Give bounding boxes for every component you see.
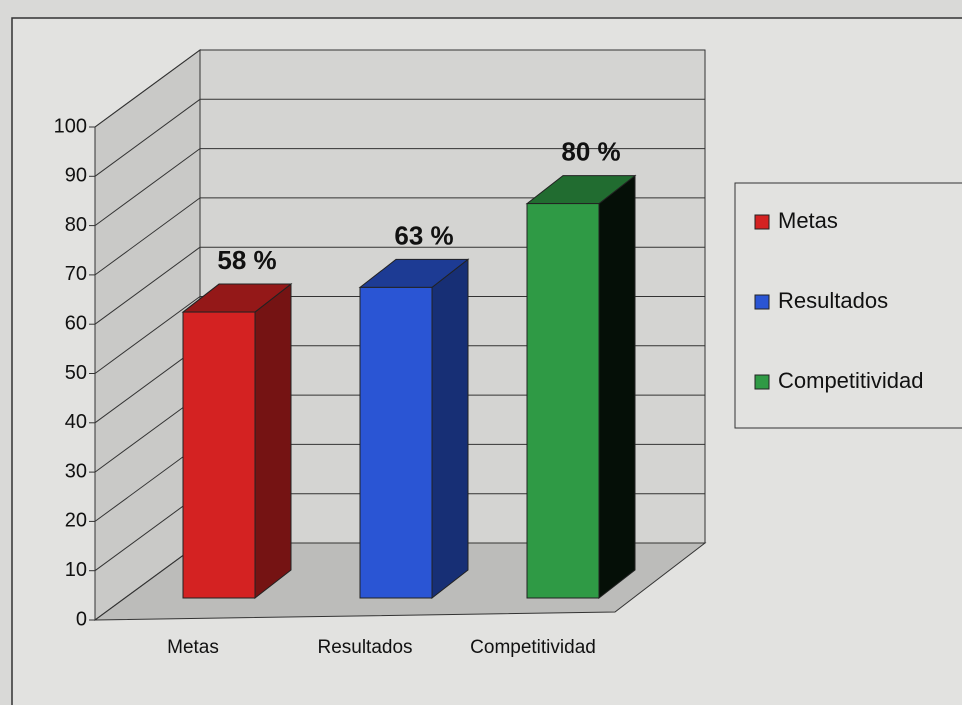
bar [359, 286, 433, 599]
legend-box [734, 182, 962, 429]
legend-label: Competitividad [778, 368, 924, 393]
legend-swatch [754, 294, 770, 310]
value-label: 63 % [394, 220, 453, 250]
bar [182, 311, 256, 599]
bar-side [254, 283, 292, 600]
legend-swatch [754, 374, 770, 390]
y-tick-label: 20 [65, 510, 87, 532]
grid-line [94, 98, 201, 177]
x-tick-label: Metas [167, 637, 219, 658]
grid-line [94, 148, 201, 227]
y-tick-label: 90 [65, 165, 87, 187]
bar-side [431, 258, 469, 600]
y-tick-label: 80 [65, 214, 87, 236]
y-tick-label: 40 [65, 411, 87, 433]
y-tick-label: 60 [65, 312, 87, 334]
grid-line [94, 296, 201, 374]
legend-swatch [754, 214, 770, 230]
y-tick-label: 50 [65, 362, 87, 384]
y-tick-label: 30 [65, 460, 87, 482]
x-tick-label: Competitividad [470, 637, 596, 658]
bar [526, 203, 600, 599]
y-tick-label: 70 [65, 263, 87, 285]
value-label: 80 % [561, 136, 620, 166]
y-tick-label: 10 [65, 559, 87, 581]
grid-line [94, 197, 201, 276]
bar-side [598, 174, 636, 600]
legend-label: Metas [778, 208, 838, 233]
legend-label: Resultados [778, 288, 888, 313]
value-label: 58 % [217, 245, 276, 275]
grid-line [94, 246, 201, 325]
x-tick-label: Resultados [317, 637, 412, 658]
y-tick-label: 0 [76, 608, 87, 630]
grid-line [94, 49, 201, 128]
y-tick-label: 100 [54, 115, 87, 137]
